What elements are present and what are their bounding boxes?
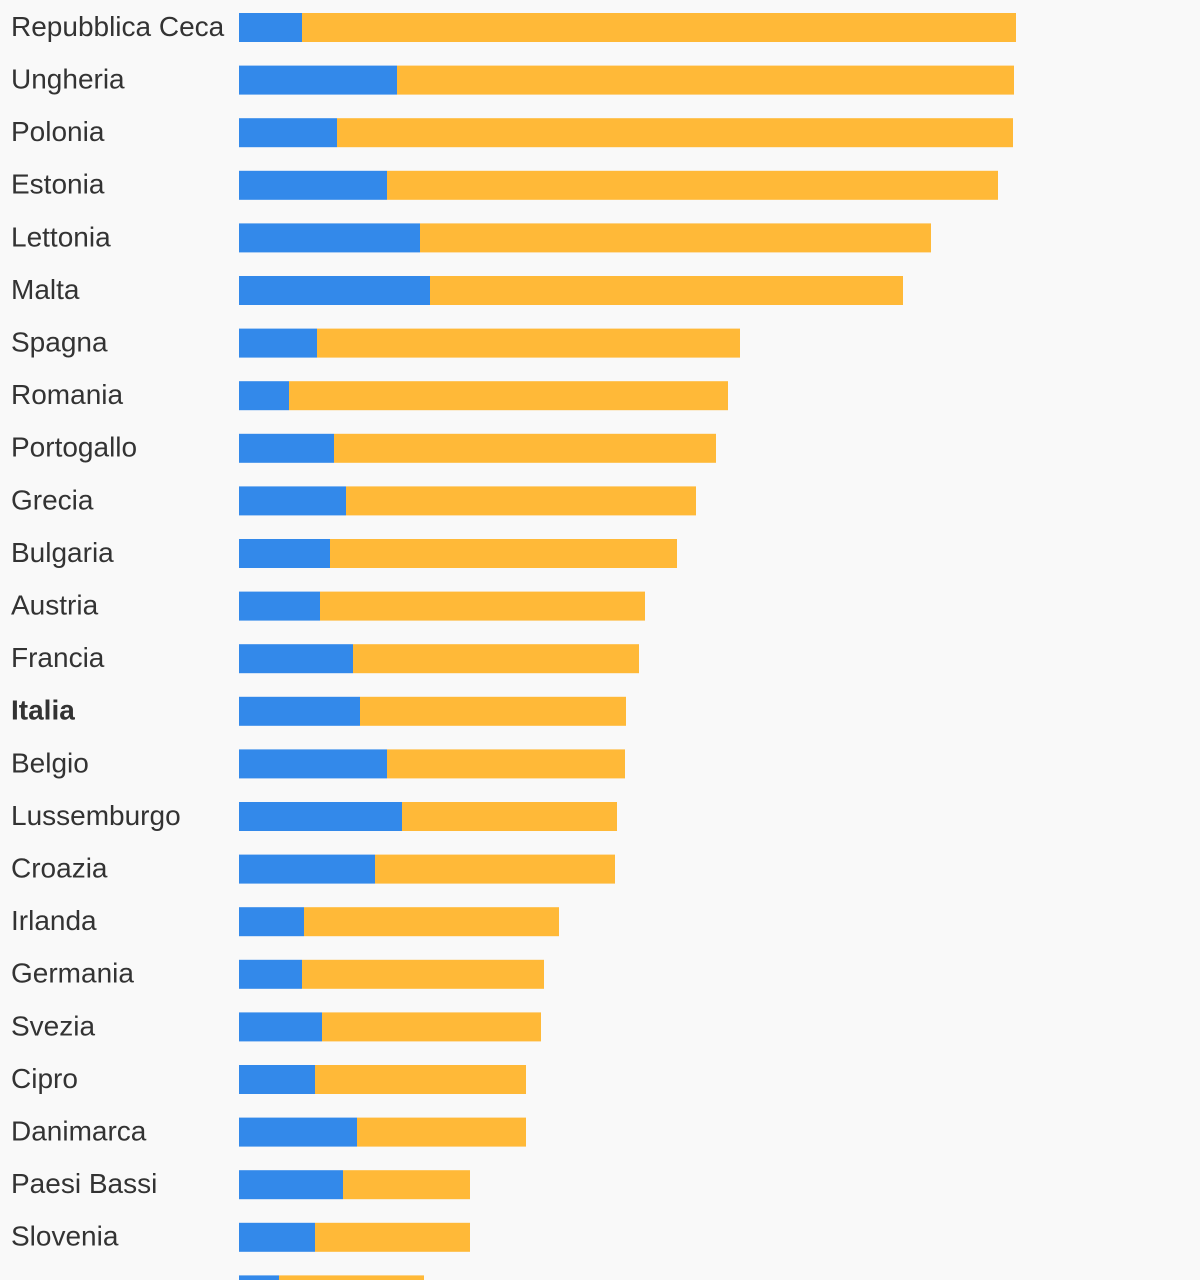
category-label-cipro: Cipro — [11, 1063, 78, 1094]
bar-segment-2-lussemburgo — [402, 802, 617, 831]
bar-segment-1-malta — [239, 276, 430, 305]
bar-segment-1-danimarca — [239, 1117, 357, 1147]
bar-segment-2-spagna — [317, 328, 740, 358]
category-label-spagna: Spagna — [11, 326, 108, 357]
category-label-ungheria: Ungheria — [11, 63, 125, 94]
bar-segment-2-germania — [302, 959, 544, 989]
bar-segment-2-austria — [320, 591, 645, 621]
category-label-croazia: Croazia — [11, 852, 108, 883]
bar-segment-1-lussemburgo — [239, 802, 402, 831]
bar-segment-2-grecia — [346, 486, 696, 516]
category-label-danimarca: Danimarca — [11, 1115, 147, 1146]
bar-segment-1-irlanda — [239, 907, 304, 937]
bar-segment-2-repubblica-ceca — [302, 13, 1016, 42]
bar-segment-2-malta — [430, 276, 903, 305]
bar-segment-2-croazia — [375, 854, 615, 884]
bar-segment-1-croazia — [239, 854, 375, 884]
bar-segment-1-italia — [239, 696, 360, 726]
bar-segment-2-danimarca — [357, 1117, 526, 1147]
category-label-malta: Malta — [11, 274, 80, 305]
bar-segment-2-portogallo — [334, 433, 716, 463]
bar-segment-2-lettonia — [420, 223, 931, 253]
bar-segment-2-italia — [360, 696, 626, 726]
bar-segment-1-paesi-bassi — [239, 1170, 343, 1200]
bar-segment-1-portogallo — [239, 433, 334, 463]
bar-segment-1-svezia — [239, 1012, 322, 1042]
bar-segment-1-bulgaria — [239, 539, 330, 568]
bar-segment-2-belgio — [387, 749, 625, 779]
category-label-lettonia: Lettonia — [11, 221, 111, 252]
category-label-lussemburgo: Lussemburgo — [11, 800, 181, 831]
bar-segment-1-cipro — [239, 1065, 315, 1094]
category-label-slovenia: Slovenia — [11, 1221, 119, 1252]
bar-segment-2-row-25 — [279, 1275, 424, 1280]
category-label-svezia: Svezia — [11, 1010, 95, 1041]
category-label-irlanda: Irlanda — [11, 905, 97, 936]
bar-segment-2-polonia — [337, 118, 1013, 148]
bar-segment-2-paesi-bassi — [343, 1170, 470, 1200]
bar-segment-1-romania — [239, 381, 289, 411]
bar-segment-1-slovenia — [239, 1222, 315, 1252]
bar-segment-1-ungheria — [239, 65, 397, 95]
bar-segment-2-francia — [353, 644, 639, 674]
bar-segment-1-estonia — [239, 170, 387, 200]
category-label-romania: Romania — [11, 379, 123, 410]
bar-segment-2-bulgaria — [330, 539, 677, 568]
bar-segment-2-irlanda — [304, 907, 559, 937]
category-label-austria: Austria — [11, 589, 99, 620]
category-label-grecia: Grecia — [11, 484, 94, 515]
bar-segment-1-polonia — [239, 118, 337, 148]
bar-segment-2-svezia — [322, 1012, 541, 1042]
bar-segment-1-germania — [239, 959, 302, 989]
bar-segment-1-row-25 — [239, 1275, 279, 1280]
category-label-repubblica-ceca: Repubblica Ceca — [11, 11, 225, 42]
category-label-italia: Italia — [11, 695, 75, 726]
bar-segment-2-estonia — [387, 170, 998, 200]
category-label-germania: Germania — [11, 958, 134, 989]
bar-segment-2-cipro — [315, 1065, 526, 1094]
bar-segment-2-ungheria — [397, 65, 1014, 95]
bar-segment-1-grecia — [239, 486, 346, 516]
category-label-estonia: Estonia — [11, 169, 105, 200]
bar-segment-1-lettonia — [239, 223, 420, 253]
category-label-belgio: Belgio — [11, 747, 89, 778]
category-label-paesi-bassi: Paesi Bassi — [11, 1168, 157, 1199]
bar-segment-1-spagna — [239, 328, 317, 358]
category-label-portogallo: Portogallo — [11, 432, 137, 463]
bar-segment-2-romania — [289, 381, 728, 411]
bar-segment-1-francia — [239, 644, 353, 674]
category-label-bulgaria: Bulgaria — [11, 537, 114, 568]
bar-segment-2-slovenia — [315, 1222, 470, 1252]
bar-segment-1-austria — [239, 591, 320, 621]
bar-segment-1-belgio — [239, 749, 387, 779]
category-label-polonia: Polonia — [11, 116, 105, 147]
category-label-francia: Francia — [11, 642, 105, 673]
bar-segment-1-repubblica-ceca — [239, 13, 302, 42]
